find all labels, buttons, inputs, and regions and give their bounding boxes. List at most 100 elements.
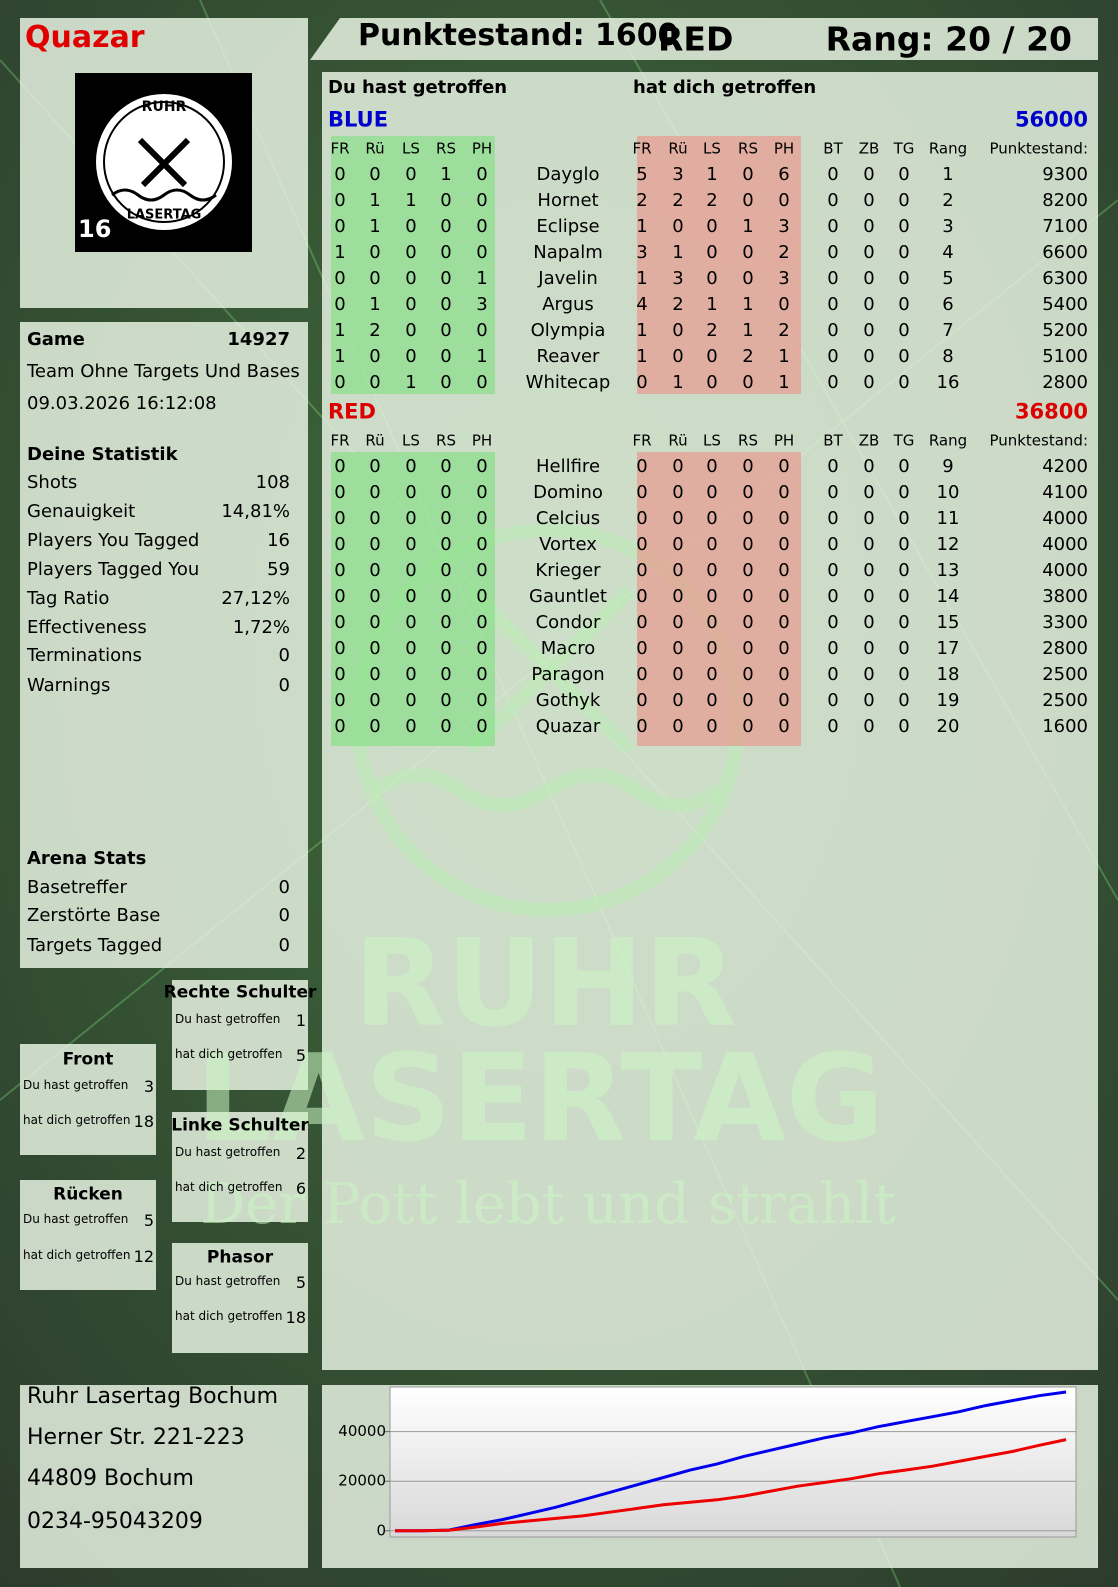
cell: 0	[476, 320, 488, 341]
cell: 9300	[1042, 164, 1088, 185]
zone-value: 12	[133, 1247, 154, 1266]
player-name: Quazar	[25, 20, 145, 55]
cell: 2500	[1042, 690, 1088, 711]
section-title: Deine Statistik	[27, 444, 178, 465]
cell: 0	[440, 482, 452, 503]
cell: 4100	[1042, 482, 1088, 503]
zone-label: hat dich getroffen	[23, 1248, 131, 1262]
stat-value: 108	[255, 472, 290, 493]
column-header: TG	[893, 431, 915, 450]
cell: 0	[405, 690, 417, 711]
cell: 18	[936, 664, 960, 685]
cell: 0	[334, 268, 346, 289]
zone-label: hat dich getroffen	[175, 1309, 283, 1323]
cell: 0	[827, 164, 839, 185]
cell: 0	[476, 482, 488, 503]
cell: 0	[672, 690, 684, 711]
cell: 0	[706, 716, 718, 737]
stat-value: 59	[267, 559, 290, 580]
address-line: Ruhr Lasertag Bochum	[27, 1384, 279, 1409]
cell: 6600	[1042, 242, 1088, 263]
column-header: Rang	[928, 431, 968, 450]
cell: 0	[863, 190, 875, 211]
game-id: 14927	[227, 329, 290, 350]
cell: 0	[369, 268, 381, 289]
cell: 0	[863, 560, 875, 581]
stat-label: Players You Tagged	[27, 530, 200, 551]
cell: 0	[863, 294, 875, 315]
cell: 0	[334, 216, 346, 237]
heading: Du hast getroffen	[328, 77, 508, 98]
cell: 0	[863, 346, 875, 367]
cell: 4000	[1042, 560, 1088, 581]
stat-label: Shots	[27, 472, 78, 493]
column-header: Rü	[365, 139, 385, 158]
cell: 0	[742, 612, 754, 633]
zone-value: 5	[295, 1046, 306, 1065]
cell: 0	[898, 508, 910, 529]
cell: 0	[636, 638, 648, 659]
zone-label: Du hast getroffen	[175, 1145, 281, 1159]
cell: 0	[706, 268, 718, 289]
cell: 0	[778, 690, 790, 711]
cell: 9	[942, 456, 954, 477]
zone-title: Linke Schulter	[171, 1115, 309, 1136]
score: Punktestand: 1600	[358, 18, 679, 53]
player: Hellfire	[535, 456, 601, 477]
cell: 0	[863, 664, 875, 685]
cell: 0	[863, 534, 875, 555]
cell: 3	[476, 294, 488, 315]
team-name: RED	[328, 399, 376, 424]
hit-bg	[331, 452, 495, 746]
zone-title: Front	[62, 1049, 114, 1070]
cell: 2	[742, 346, 754, 367]
cell: 3	[636, 242, 648, 263]
zone-value: 2	[295, 1144, 306, 1163]
cell: 0	[778, 716, 790, 737]
y-tick-label: 20000	[338, 1472, 386, 1490]
hit-bg	[331, 136, 495, 394]
cell: 0	[440, 716, 452, 737]
cell: 0	[440, 560, 452, 581]
series-line	[395, 1390, 1067, 1533]
zone-label: hat dich getroffen	[175, 1047, 283, 1061]
cell: 0	[827, 294, 839, 315]
got-bg	[637, 136, 801, 394]
cell: 0	[863, 216, 875, 237]
cell: 0	[369, 560, 381, 581]
cell: 0	[827, 372, 839, 393]
cell: 0	[636, 664, 648, 685]
stat-value: 0	[278, 645, 290, 666]
cell: 0	[863, 320, 875, 341]
player: Celcius	[535, 508, 601, 529]
cell: 1	[778, 346, 790, 367]
cell: 0	[672, 560, 684, 581]
y-tick-label: 0	[376, 1521, 386, 1539]
cell: 0	[742, 190, 754, 211]
column-header: RS	[738, 139, 758, 158]
zone-label: Du hast getroffen	[175, 1012, 281, 1026]
cell: 0	[898, 346, 910, 367]
cell: 0	[706, 346, 718, 367]
player: Krieger	[535, 560, 601, 581]
team-name: BLUE	[328, 107, 389, 132]
cell: 0	[405, 664, 417, 685]
player: Paragon	[531, 664, 605, 685]
cell: 0	[742, 164, 754, 185]
cell: 0	[827, 482, 839, 503]
cell: 4000	[1042, 508, 1088, 529]
cell: 3800	[1042, 586, 1088, 607]
stat-value: 16	[267, 530, 290, 551]
cell: 0	[369, 372, 381, 393]
cell: 0	[476, 456, 488, 477]
cell: 2	[778, 320, 790, 341]
column-header: FR	[632, 139, 652, 158]
cell: 2800	[1042, 372, 1088, 393]
cell: 0	[672, 346, 684, 367]
cell: 0	[405, 612, 417, 633]
cell: 0	[440, 534, 452, 555]
cell: 0	[827, 320, 839, 341]
cell: 0	[405, 242, 417, 263]
cell: 10	[936, 482, 960, 503]
